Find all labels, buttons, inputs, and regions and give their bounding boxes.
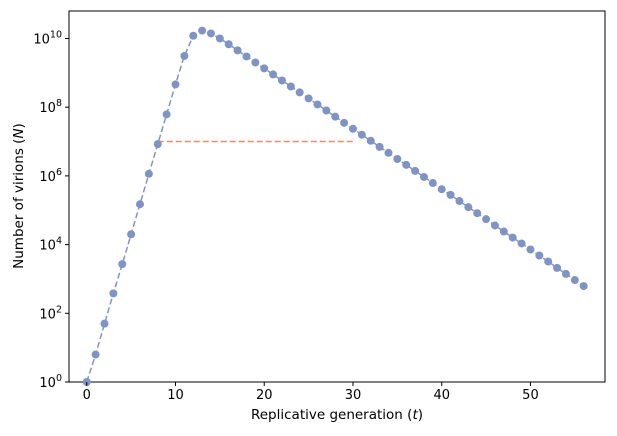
plot-area: [68, 10, 606, 386]
data-point-gen-52: [544, 257, 553, 266]
data-point-gen-18: [242, 52, 251, 61]
data-point-gen-1: [91, 350, 100, 359]
x-tick-label: 40: [433, 388, 450, 403]
data-point-gen-27: [322, 106, 331, 115]
data-point-gen-28: [331, 112, 340, 121]
data-point-gen-9: [162, 110, 171, 119]
data-point-gen-32: [366, 136, 375, 145]
data-point-gen-23: [286, 82, 295, 91]
data-point-gen-39: [428, 179, 437, 188]
data-point-gen-21: [269, 70, 278, 79]
line-layer: [86, 29, 585, 383]
point-layer: [82, 26, 588, 386]
data-point-gen-3: [109, 289, 118, 298]
data-point-gen-42: [455, 197, 464, 206]
data-point-gen-20: [260, 64, 269, 73]
data-point-gen-49: [517, 239, 526, 248]
data-point-gen-38: [419, 172, 428, 181]
data-point-gen-26: [313, 100, 322, 109]
data-point-gen-12: [189, 31, 198, 40]
data-point-gen-54: [561, 269, 570, 278]
data-point-gen-17: [233, 46, 242, 55]
x-tick-label: 0: [83, 388, 91, 403]
x-tick-label: 30: [345, 388, 362, 403]
plot-frame: [68, 10, 606, 383]
x-tick-label: 20: [256, 388, 273, 403]
data-point-gen-37: [411, 166, 420, 175]
x-tick-label: 10: [167, 388, 184, 403]
x-tick-label: 50: [522, 388, 539, 403]
y-tick-label: 108: [39, 98, 62, 116]
data-point-gen-44: [473, 209, 482, 218]
data-point-gen-19: [251, 58, 260, 67]
y-tick-label: 106: [39, 167, 62, 185]
data-point-gen-10: [171, 80, 180, 89]
data-point-gen-41: [446, 190, 455, 199]
data-point-gen-31: [357, 130, 366, 139]
data-point-gen-43: [464, 203, 473, 212]
y-tick-label: 104: [39, 236, 62, 254]
data-point-gen-6: [135, 200, 144, 209]
data-point-gen-47: [499, 227, 508, 236]
data-point-gen-45: [482, 215, 491, 224]
data-point-gen-56: [579, 282, 588, 291]
data-point-gen-4: [118, 260, 127, 269]
y-tick-label: 1010: [33, 29, 62, 47]
x-axis-label: Replicative generation (t): [251, 407, 423, 423]
y-tick-label: 100: [39, 373, 62, 391]
data-point-gen-16: [224, 40, 233, 49]
data-point-gen-36: [402, 160, 411, 169]
data-point-gen-48: [508, 233, 517, 242]
data-point-gen-14: [206, 29, 215, 38]
data-point-gen-15: [215, 34, 224, 43]
data-point-gen-34: [384, 148, 393, 157]
data-point-gen-7: [144, 169, 153, 178]
data-point-gen-51: [535, 251, 544, 260]
data-point-gen-5: [127, 230, 136, 239]
data-point-gen-40: [437, 185, 446, 194]
data-point-gen-22: [277, 76, 286, 85]
data-point-gen-8: [153, 140, 162, 149]
data-point-gen-35: [393, 155, 402, 164]
data-point-gen-30: [348, 124, 357, 133]
y-tick-label: 102: [39, 304, 62, 322]
data-point-gen-25: [304, 94, 313, 103]
data-point-gen-53: [553, 263, 562, 272]
data-point-gen-29: [340, 118, 349, 127]
data-point-gen-2: [100, 319, 109, 328]
data-point-gen-50: [526, 245, 535, 254]
y-axis-label: Number of virions (N): [11, 123, 27, 269]
x-axis-ticks: 0 10 20 30 40 50: [83, 382, 539, 403]
y-axis-ticks: 100 102 104 106 108 1010: [33, 29, 69, 391]
data-point-gen-46: [490, 221, 499, 230]
series-0-line: [86, 29, 585, 383]
data-point-gen-11: [180, 51, 189, 60]
data-point-gen-13: [198, 26, 207, 35]
data-point-gen-33: [375, 142, 384, 151]
data-point-gen-24: [295, 88, 304, 97]
data-point-gen-55: [570, 276, 579, 285]
